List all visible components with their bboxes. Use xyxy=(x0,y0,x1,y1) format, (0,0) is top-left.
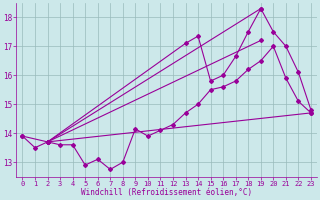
X-axis label: Windchill (Refroidissement éolien,°C): Windchill (Refroidissement éolien,°C) xyxy=(81,188,252,197)
